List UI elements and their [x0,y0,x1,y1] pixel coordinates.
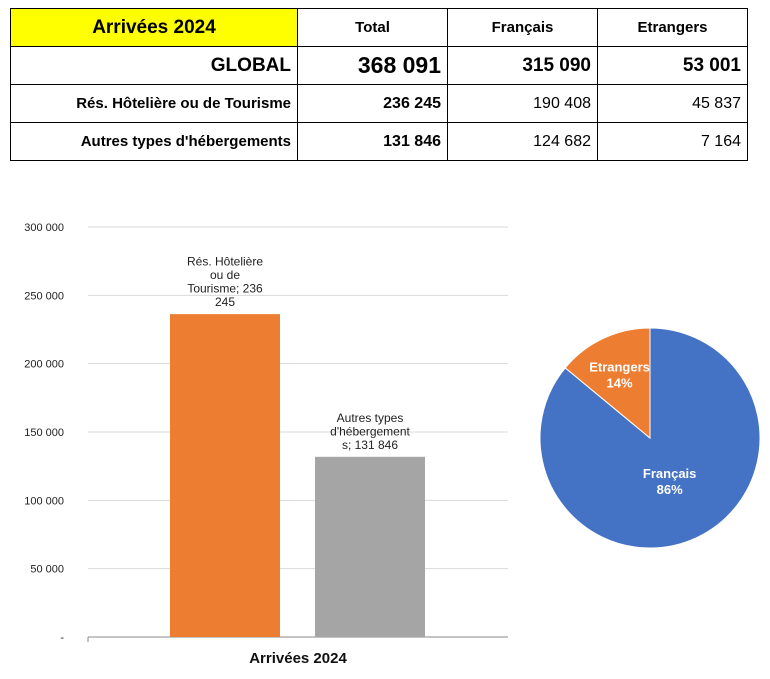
header-etrangers: Etrangers [597,8,748,47]
x-axis-label: Arrivées 2024 [249,650,347,667]
bar-data-label: Rés. Hôtelière ou de Tourisme; 236 245 [187,255,263,310]
y-tick-label: - [60,632,64,644]
y-tick-label: 250 000 [24,290,64,302]
row-label: Rés. Hôtelière ou de Tourisme [10,84,298,123]
row-total: 131 846 [297,122,448,161]
bar-chart: - 50 000 100 000 150 000 200 000 250 000 300 0… [24,222,508,667]
row-total: 236 245 [297,84,448,123]
global-total: 368 091 [297,46,448,85]
y-tick-label: 300 000 [24,222,64,234]
arrivals-table: Arrivées 2024 Total Français Etrangers G… [10,8,748,161]
y-tick-label: 200 000 [24,359,64,371]
header-total: Total [297,8,448,47]
global-francais: 315 090 [447,46,598,85]
global-label: GLOBAL [10,46,298,85]
table-title: Arrivées 2024 [10,8,298,47]
bar-data-label: Autres types d'hébergement s; 131 846 [330,411,410,452]
table-row: Rés. Hôtelière ou de Tourisme 236 245 19… [10,84,748,123]
y-tick-label: 50 000 [30,564,64,576]
pie-chart: Français 86% Etrangers 14% [539,327,761,549]
header-francais: Français [447,8,598,47]
y-tick-label: 100 000 [24,495,64,507]
y-tick-label: 150 000 [24,427,64,439]
row-etrangers: 7 164 [597,122,748,161]
pie-slice-label: Etrangers 14% [589,359,650,390]
row-francais: 124 682 [447,122,598,161]
global-etrangers: 53 001 [597,46,748,85]
pie-slice [564,327,651,440]
table-row: Autres types d'hébergements 131 846 124 … [10,122,748,161]
pie-slice-label: Français 86% [643,466,696,497]
row-label: Autres types d'hébergements [10,122,298,161]
bar [170,314,280,637]
row-francais: 190 408 [447,84,598,123]
bar [315,456,425,637]
row-etrangers: 45 837 [597,84,748,123]
table-header-row: Arrivées 2024 Total Français Etrangers [10,8,748,47]
table-row-global: GLOBAL 368 091 315 090 53 001 [10,46,748,85]
